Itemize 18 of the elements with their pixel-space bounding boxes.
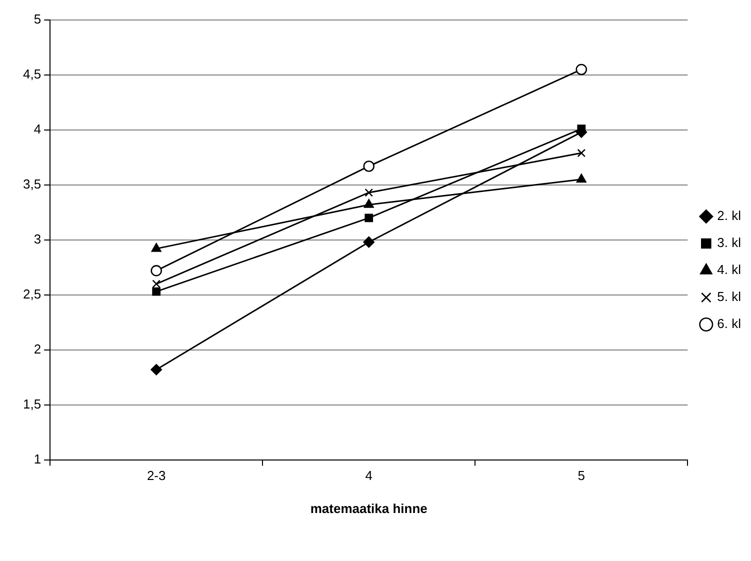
x-tick-label: 2-3 — [146, 468, 166, 484]
y-tick-label: 2 — [34, 341, 42, 356]
legend-label: 2. kl — [717, 208, 742, 224]
legend-label: 6. kl — [717, 316, 742, 332]
y-tick-label: 1,5 — [22, 396, 42, 412]
y-tick-label: 1 — [34, 451, 42, 466]
x-tick-label: 5 — [578, 468, 586, 484]
y-tick-label: 3,5 — [22, 176, 42, 192]
y-tick-label: 4 — [34, 122, 42, 137]
x-tick-label: 4 — [365, 468, 372, 484]
legend-label: 4. kl — [717, 262, 742, 278]
y-tick-label: 5 — [34, 12, 42, 27]
y-tick-label: 2,5 — [22, 286, 42, 302]
x-axis-title: matemaatika hinne — [310, 500, 428, 516]
legend-label: 5. kl — [717, 289, 742, 304]
y-tick-label: 4,5 — [22, 66, 42, 82]
y-tick-label: 3 — [34, 231, 42, 246]
legend-label: 3. kl — [717, 235, 742, 250]
